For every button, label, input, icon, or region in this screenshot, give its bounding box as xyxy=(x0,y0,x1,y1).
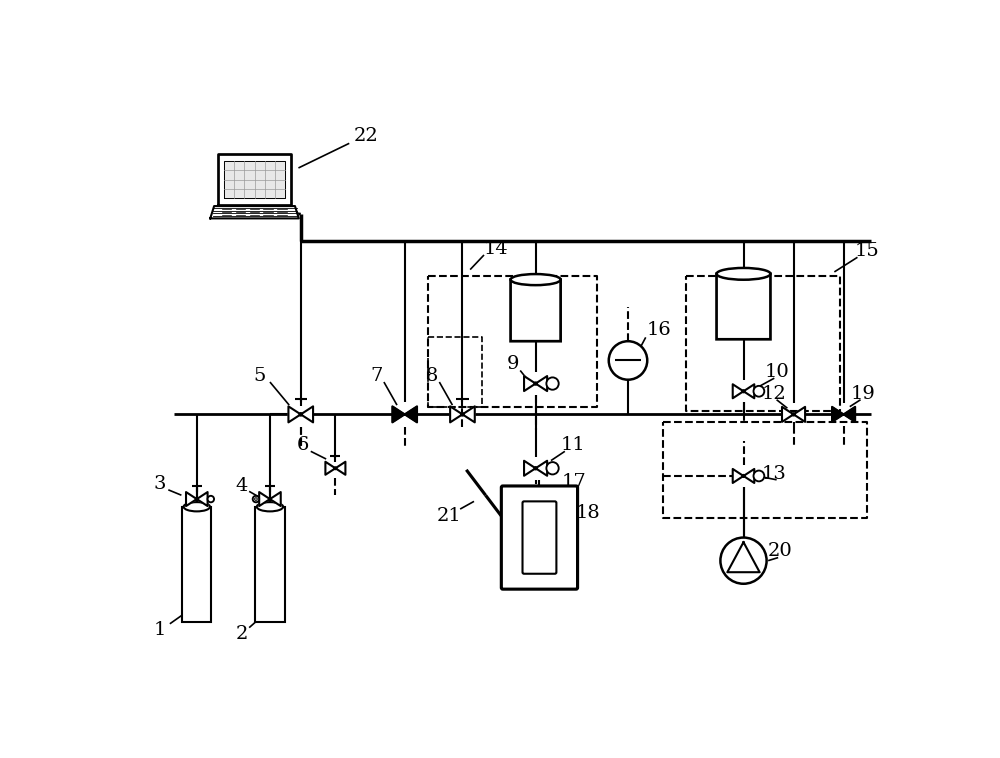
Polygon shape xyxy=(462,406,475,422)
Polygon shape xyxy=(288,406,301,422)
Polygon shape xyxy=(744,469,754,483)
Text: 1: 1 xyxy=(154,621,166,639)
Polygon shape xyxy=(794,407,805,422)
Bar xyxy=(182,507,211,622)
Circle shape xyxy=(546,462,559,475)
Text: 19: 19 xyxy=(850,384,875,402)
Text: 20: 20 xyxy=(768,543,793,560)
Text: 7: 7 xyxy=(370,367,382,385)
Polygon shape xyxy=(733,469,744,483)
Circle shape xyxy=(461,413,464,416)
Circle shape xyxy=(742,390,745,393)
Polygon shape xyxy=(405,406,417,422)
Circle shape xyxy=(334,467,337,469)
Polygon shape xyxy=(782,407,794,422)
Polygon shape xyxy=(186,492,197,506)
Circle shape xyxy=(195,498,198,500)
Circle shape xyxy=(534,467,537,470)
Text: 11: 11 xyxy=(560,436,585,454)
Text: 8: 8 xyxy=(425,367,438,385)
Text: 15: 15 xyxy=(854,242,879,260)
Text: 22: 22 xyxy=(354,127,379,145)
Polygon shape xyxy=(325,462,335,475)
FancyBboxPatch shape xyxy=(717,274,770,340)
Text: 13: 13 xyxy=(762,465,787,484)
Text: 21: 21 xyxy=(437,507,462,525)
Text: 6: 6 xyxy=(297,436,309,454)
Bar xyxy=(255,507,285,622)
Circle shape xyxy=(792,413,795,416)
Ellipse shape xyxy=(511,274,561,285)
Circle shape xyxy=(255,498,257,500)
Polygon shape xyxy=(270,492,281,506)
Polygon shape xyxy=(524,461,536,476)
Text: 14: 14 xyxy=(483,240,508,258)
Polygon shape xyxy=(259,492,270,506)
Polygon shape xyxy=(832,407,844,422)
Circle shape xyxy=(253,496,259,503)
Circle shape xyxy=(609,341,647,380)
Circle shape xyxy=(208,496,214,503)
FancyBboxPatch shape xyxy=(511,280,561,341)
Ellipse shape xyxy=(511,274,561,285)
Polygon shape xyxy=(218,155,291,205)
Ellipse shape xyxy=(717,268,770,280)
Circle shape xyxy=(269,498,271,500)
Circle shape xyxy=(754,471,764,481)
Polygon shape xyxy=(392,406,405,422)
Polygon shape xyxy=(301,406,313,422)
Polygon shape xyxy=(733,384,744,398)
Text: 3: 3 xyxy=(154,475,166,493)
Ellipse shape xyxy=(184,502,210,512)
Polygon shape xyxy=(536,376,547,391)
Polygon shape xyxy=(450,406,462,422)
Text: 18: 18 xyxy=(576,504,600,522)
Polygon shape xyxy=(197,492,208,506)
Circle shape xyxy=(299,413,302,416)
Text: 10: 10 xyxy=(764,363,789,381)
FancyBboxPatch shape xyxy=(501,486,578,589)
Polygon shape xyxy=(727,542,760,572)
Polygon shape xyxy=(524,376,536,391)
Polygon shape xyxy=(210,206,299,218)
Text: 4: 4 xyxy=(235,477,248,495)
Text: 16: 16 xyxy=(646,321,671,339)
Ellipse shape xyxy=(717,268,770,280)
Text: 2: 2 xyxy=(235,625,248,643)
Text: 12: 12 xyxy=(762,384,787,402)
Circle shape xyxy=(742,475,745,478)
Circle shape xyxy=(720,537,767,584)
Polygon shape xyxy=(536,461,547,476)
Circle shape xyxy=(754,386,764,396)
Text: 17: 17 xyxy=(562,473,586,491)
Circle shape xyxy=(546,377,559,390)
Polygon shape xyxy=(335,462,345,475)
FancyBboxPatch shape xyxy=(523,501,556,574)
Text: 5: 5 xyxy=(254,367,266,385)
Polygon shape xyxy=(844,407,855,422)
Circle shape xyxy=(534,382,537,385)
Polygon shape xyxy=(224,161,285,199)
Text: 9: 9 xyxy=(506,356,519,373)
Ellipse shape xyxy=(257,502,283,512)
Polygon shape xyxy=(744,384,754,398)
